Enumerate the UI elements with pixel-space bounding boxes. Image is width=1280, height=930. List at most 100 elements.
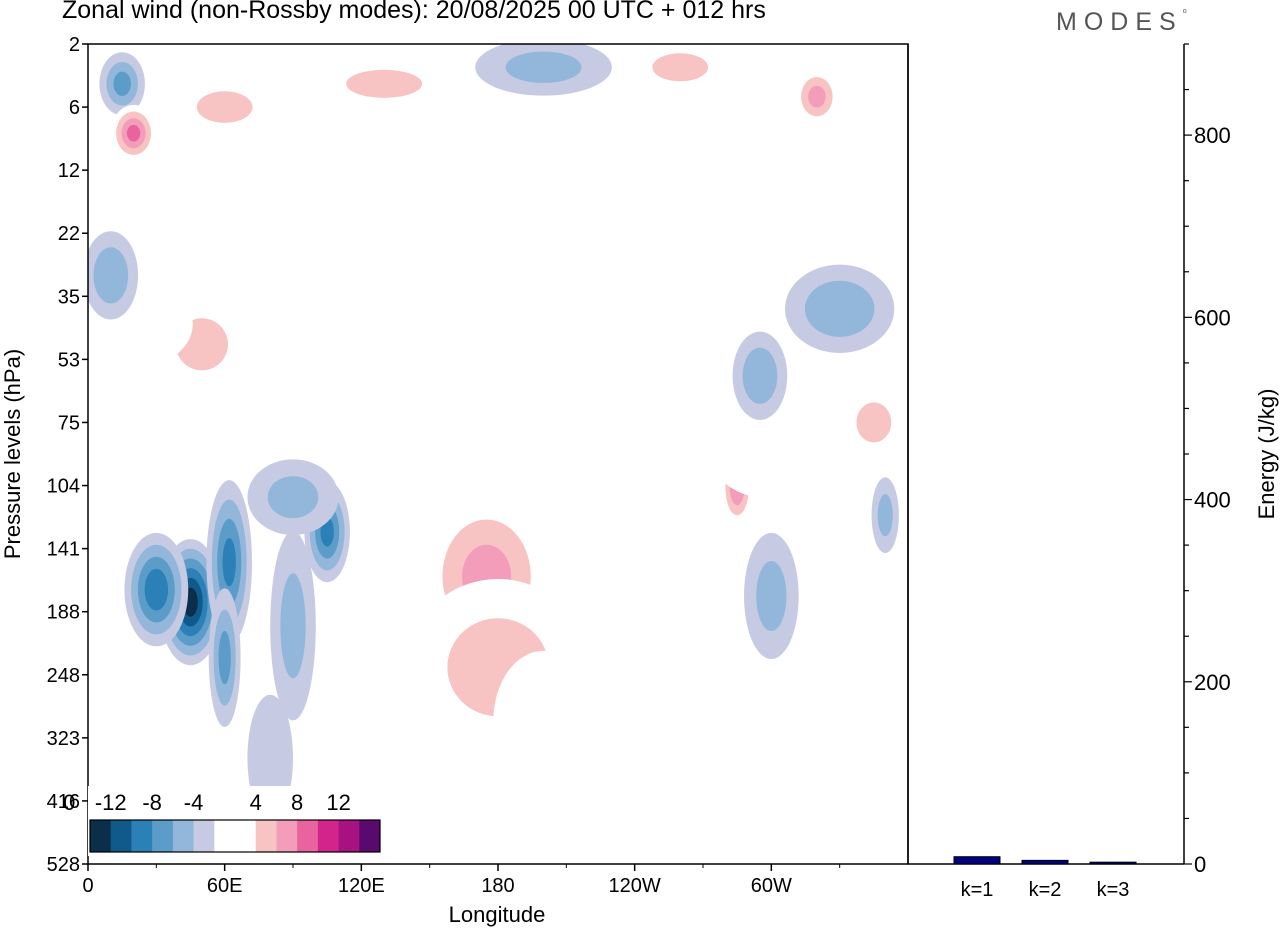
energy-tick-label: 800 — [1194, 123, 1231, 148]
energy-tick-label: 600 — [1194, 305, 1231, 330]
x-tick-label: 60W — [751, 875, 792, 897]
contour-band — [196, 91, 253, 123]
contour-feature-26 — [630, 44, 731, 93]
energy-bar-k=1 — [953, 856, 1001, 865]
contour-band — [93, 247, 129, 304]
contour-band — [652, 53, 709, 82]
x-tick-label: 120E — [338, 875, 385, 897]
colorbar-tick-label: 8 — [291, 790, 303, 815]
modes-logo-text: MODES — [1056, 8, 1183, 36]
modes-logo: MODESo — [1056, 8, 1187, 36]
x-axis-label: Longitude — [449, 902, 546, 927]
contour-band — [877, 494, 893, 537]
colorbar-swatch — [276, 820, 298, 852]
contour-band — [808, 85, 826, 108]
x-tick-label: 120W — [609, 875, 661, 897]
y-tick-label: 141 — [47, 539, 80, 561]
contour-band — [126, 124, 141, 142]
y-tick-label: 6 — [69, 97, 80, 119]
contour-band — [493, 650, 594, 790]
energy-tick-label: 200 — [1194, 670, 1231, 695]
colorbar-swatch — [338, 820, 360, 852]
contour-band — [505, 51, 582, 84]
contour-band — [124, 413, 189, 502]
y-tick-label: 104 — [47, 476, 80, 498]
contour-band — [856, 402, 892, 443]
contour-feature-12 — [493, 650, 594, 790]
y-tick-label: 75 — [58, 412, 80, 434]
energy-axis-label: Energy (J/kg) — [1254, 389, 1279, 520]
contour-feature-32 — [124, 413, 189, 502]
colorbar-swatch — [235, 820, 257, 852]
contour-band — [222, 538, 236, 587]
contour-band — [346, 69, 423, 98]
colorbar-swatch — [90, 820, 112, 852]
energy-bar-chart: 0 200 400 600 800 k=1 k=2 k=3 — [907, 43, 1231, 901]
colorbar-swatch — [214, 820, 236, 852]
contour-feature-25 — [475, 44, 612, 96]
y-tick-label: 323 — [47, 728, 80, 750]
x-tick-label: 0 — [82, 875, 93, 897]
contour-feature-29 — [88, 231, 139, 320]
colorbar-swatch — [297, 820, 319, 852]
contour-feature-23 — [174, 78, 275, 136]
colorbar-tick-label: 12 — [326, 790, 350, 815]
colorbar-swatch — [317, 820, 340, 852]
contour-feature-24 — [315, 58, 453, 110]
chart-title: Zonal wind (non-Rossby modes): 20/08/202… — [62, 0, 766, 24]
contour-band — [280, 573, 306, 679]
colorbar-swatch — [359, 820, 381, 852]
colorbar-tick-label: 4 — [250, 790, 262, 815]
contour-band — [804, 280, 875, 337]
contour-feature-20 — [270, 224, 362, 326]
colorbar-tick-label: -12 — [95, 790, 127, 815]
contour-band — [144, 568, 169, 611]
y-tick-label: 22 — [58, 223, 80, 245]
energy-tick-label: 0 — [1194, 852, 1206, 877]
heatmap-contours — [88, 44, 908, 864]
y-tick-label: 2 — [69, 34, 80, 56]
contour-feature-16 — [732, 331, 788, 420]
colorbar-swatch — [193, 820, 215, 852]
energy-category-label: k=1 — [961, 879, 994, 901]
contour-band — [218, 630, 231, 685]
contour-feature-3 — [208, 588, 241, 727]
contour-feature-21 — [99, 52, 145, 116]
y-tick-label: 248 — [47, 665, 80, 687]
contour-band — [113, 71, 131, 96]
contour-feature-15 — [846, 390, 902, 455]
colorbar-tick-label: 0 — [63, 790, 75, 815]
colorbar-swatch — [255, 820, 277, 852]
colorbar-tick-label: -4 — [184, 790, 204, 815]
colorbar-swatch — [131, 820, 153, 852]
colorbar-frame — [89, 819, 381, 853]
contour-feature-1 — [124, 532, 189, 647]
x-tick-label: 180 — [481, 875, 514, 897]
contour-feature-17 — [785, 264, 895, 353]
energy-category-label: k=2 — [1029, 879, 1062, 901]
y-tick-label: 12 — [58, 160, 80, 182]
contour-feature-30 — [871, 477, 899, 554]
contour-feature-5 — [270, 531, 316, 721]
y-tick-label: 35 — [58, 286, 80, 308]
x-tick-label: 60E — [207, 875, 243, 897]
y-axis-label: Pressure levels (hPa) — [0, 349, 25, 559]
contour-feature-27 — [794, 68, 840, 125]
y-tick-label: 188 — [47, 602, 80, 624]
contour-band — [725, 213, 772, 277]
contour-band — [712, 416, 831, 499]
y-tick-label: 528 — [47, 854, 80, 876]
colorbar-swatch — [152, 820, 174, 852]
contour-feature-28 — [725, 213, 772, 277]
contour-band — [267, 476, 319, 519]
contour-feature-14 — [712, 416, 831, 499]
energy-tick-label: 400 — [1194, 488, 1231, 513]
energy-bar-k=2 — [1021, 859, 1069, 865]
colorbar-swatch — [172, 820, 195, 852]
contour-feature-31 — [744, 532, 799, 660]
colorbar-tick-label: -8 — [142, 790, 162, 815]
contour-band — [270, 224, 362, 326]
colorbar: -12 -8 -4 0 4 8 12 — [63, 786, 382, 856]
